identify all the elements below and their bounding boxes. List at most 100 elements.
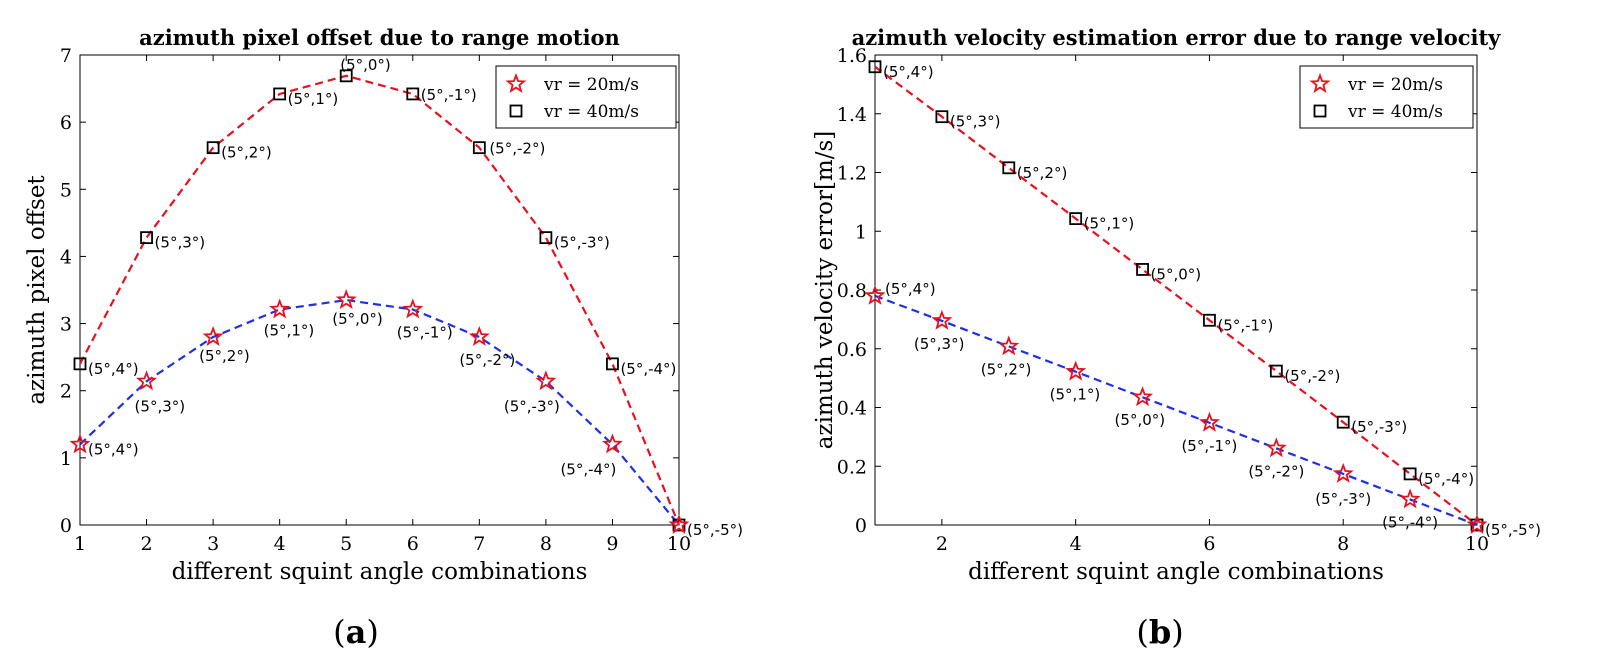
data-point-square: [539, 231, 553, 245]
point-label: (5°,-4°): [1418, 470, 1474, 488]
data-point-square: [140, 231, 153, 245]
x-tick-label: 5: [340, 533, 352, 555]
panel-caption: (b): [1136, 613, 1183, 651]
data-point-star: [931, 309, 953, 330]
y-tick-label: 4: [60, 246, 72, 268]
point-label: (5°,3°): [950, 113, 1001, 131]
point-label: (5°,3°): [914, 335, 965, 353]
y-tick-label: 5: [60, 179, 72, 201]
panel-caption-letter: b: [1149, 613, 1171, 651]
point-label: (5°,2°): [1017, 164, 1068, 182]
x-axis-label: different squint angle combinations: [968, 559, 1384, 585]
point-label: (5°,-1°): [397, 323, 453, 341]
point-label: (5°,0°): [332, 310, 383, 328]
data-point-star: [1466, 513, 1488, 534]
chart-panel-a: azimuth pixel offset due to range motion…: [24, 25, 743, 651]
point-label: (5°,4°): [885, 280, 936, 298]
data-point-square: [935, 110, 949, 124]
data-point-star: [136, 370, 158, 391]
data-point-star: [1332, 462, 1354, 483]
point-label: (5°,-3°): [1315, 490, 1371, 508]
series-line-vr20: [79, 298, 680, 526]
point-label: (5°,1°): [264, 321, 315, 339]
data-point-square: [1336, 415, 1350, 429]
x-tick-label: 8: [540, 533, 552, 555]
chart-panel-b: azimuth velocity estimation error due to…: [812, 25, 1541, 651]
data-point-star: [402, 298, 424, 319]
point-label: (5°,-3°): [504, 397, 560, 415]
point-label: (5°,2°): [199, 347, 250, 365]
y-tick-label: 1: [855, 221, 867, 243]
data-point-star: [864, 284, 886, 305]
point-label: (5°,-1°): [1181, 437, 1237, 455]
x-tick-label: 10: [1465, 533, 1489, 555]
y-tick-label: 6: [60, 112, 72, 134]
data-point-star: [269, 298, 291, 319]
data-point-square: [273, 87, 287, 101]
y-tick-label: 0.4: [837, 398, 867, 420]
y-tick-label: 2: [60, 381, 72, 403]
panel-caption: (a): [333, 613, 379, 651]
point-label: (5°,0°): [1151, 265, 1202, 283]
y-axis-label: azimuth pixel offset: [24, 175, 50, 405]
legend-entry-label: vr = 20m/s: [543, 75, 639, 95]
x-tick-label: 2: [936, 533, 948, 555]
x-tick-label: 8: [1337, 533, 1349, 555]
legend-box: [1299, 65, 1474, 129]
y-tick-label: 1: [60, 448, 72, 470]
point-label: (5°,1°): [288, 90, 339, 108]
data-point-star: [998, 335, 1020, 356]
data-point-star: [601, 433, 623, 454]
x-tick-label: 10: [667, 533, 691, 555]
data-point-star: [202, 325, 224, 346]
chart-title: azimuth velocity estimation error due to…: [852, 25, 1502, 50]
y-axis-label: azimuth velocity error[m/s]: [812, 131, 838, 450]
series-line-vr40: [874, 65, 1478, 526]
x-tick-label: 1: [74, 533, 86, 555]
data-point-square: [1403, 467, 1417, 481]
y-tick-label: 0: [855, 515, 867, 537]
point-label: (5°,2°): [221, 144, 272, 162]
x-tick-label: 9: [606, 533, 618, 555]
point-label: (5°,-4°): [1382, 513, 1438, 531]
y-tick-label: 7: [60, 45, 72, 67]
data-point-square: [406, 87, 420, 101]
point-label: (5°,4°): [88, 360, 139, 378]
legend-entry-label: vr = 40m/s: [1347, 102, 1443, 122]
data-point-star: [1265, 437, 1287, 458]
x-tick-label: 4: [274, 533, 286, 555]
panel-caption-letter: a: [346, 613, 367, 651]
point-label: (5°,-2°): [1284, 367, 1340, 385]
data-point-square: [1136, 263, 1149, 276]
point-label: (5°,4°): [88, 440, 139, 458]
point-label: (5°,4°): [883, 63, 934, 81]
legend-square-icon: [509, 104, 523, 118]
x-tick-label: 2: [141, 533, 153, 555]
point-label: (5°,-5°): [1485, 521, 1541, 539]
data-point-star: [1065, 360, 1087, 381]
point-label: (5°,-5°): [687, 521, 743, 539]
y-tick-label: 0: [60, 515, 72, 537]
data-point-star: [69, 433, 91, 454]
data-point-square: [472, 141, 486, 155]
point-label: (5°,-4°): [560, 460, 616, 478]
point-label: (5°,-1°): [421, 86, 477, 104]
x-tick-label: 6: [1203, 533, 1215, 555]
x-tick-label: 3: [207, 533, 219, 555]
point-label: (5°,0°): [1115, 411, 1166, 429]
y-tick-label: 1.6: [837, 45, 867, 67]
x-axis-label: different squint angle combinations: [172, 559, 588, 585]
point-label: (5°,-1°): [1217, 316, 1273, 334]
x-tick-label: 6: [407, 533, 419, 555]
point-label: (5°,-4°): [620, 360, 676, 378]
data-point-star: [1132, 386, 1154, 407]
series-line-vr20: [874, 294, 1478, 527]
point-label: (5°,2°): [981, 360, 1032, 378]
data-point-square: [1069, 212, 1083, 226]
data-point-square: [1269, 364, 1283, 378]
y-tick-label: 1.2: [837, 163, 867, 185]
point-label: (5°,-2°): [459, 351, 515, 369]
data-point-star: [1399, 488, 1421, 509]
data-point-square: [1002, 161, 1016, 175]
